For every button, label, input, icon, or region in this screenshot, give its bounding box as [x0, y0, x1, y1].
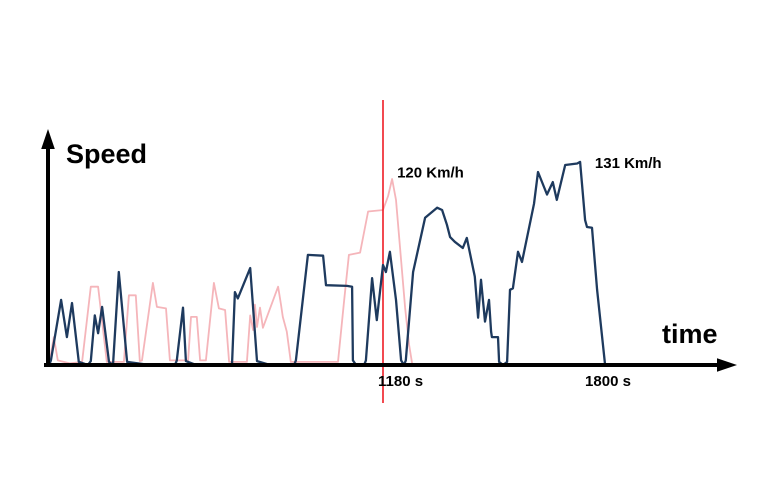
x-axis-label: time: [662, 319, 718, 349]
series-line-pink: [47, 178, 413, 365]
x-tick-1180s: 1180 s: [378, 373, 423, 390]
y-axis-arrowhead-icon: [41, 129, 55, 149]
x-axis-arrowhead-icon: [717, 358, 737, 372]
y-axis-label: Speed: [66, 139, 147, 169]
annotation-pink-peak: 120 Km/h: [397, 164, 464, 181]
series-line-navy: [47, 160, 607, 367]
annotation-navy-peak: 131 Km/h: [595, 155, 662, 172]
x-tick-1800s: 1800 s: [585, 373, 631, 390]
